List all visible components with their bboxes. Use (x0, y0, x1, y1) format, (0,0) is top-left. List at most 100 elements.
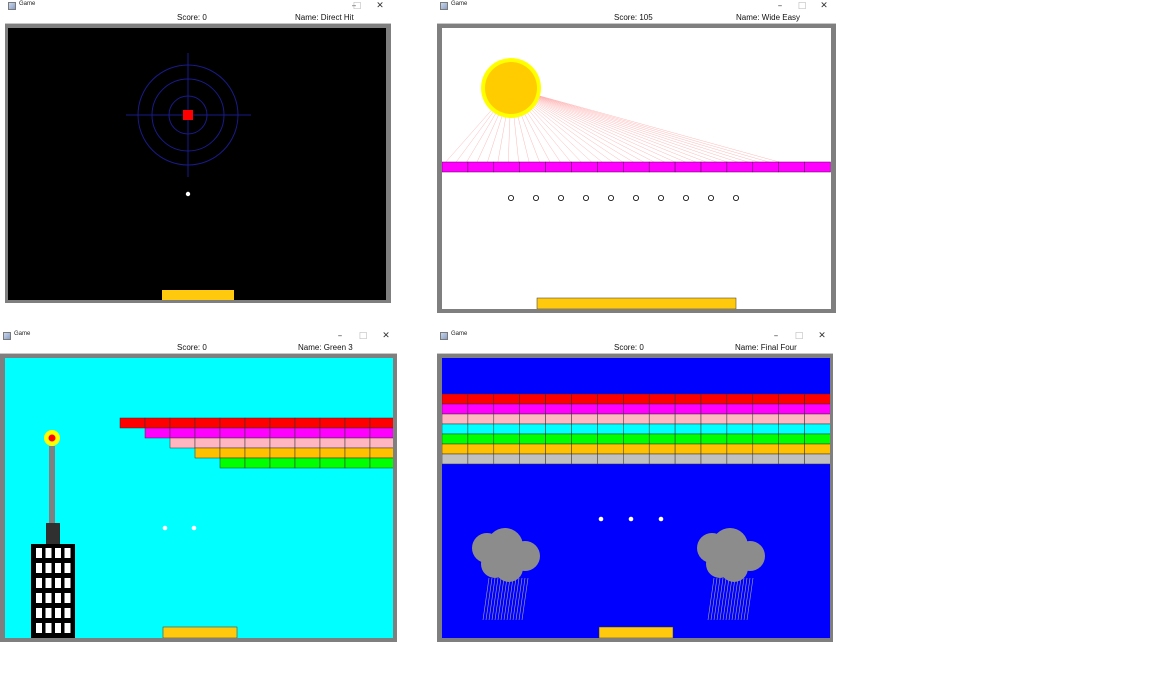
brick (648, 453, 676, 465)
brick (804, 403, 830, 415)
brick (442, 393, 469, 405)
brick (623, 393, 650, 405)
paddle[interactable] (162, 626, 238, 638)
brick (597, 403, 624, 415)
brick (623, 453, 650, 465)
brick (294, 447, 321, 459)
brick (369, 427, 393, 439)
game-canvas[interactable] (8, 28, 386, 300)
close-icon[interactable]: ✕ (820, 1, 828, 11)
close-icon[interactable]: ✕ (818, 331, 826, 341)
brick (778, 433, 805, 445)
score-label: Score: 0 (177, 13, 207, 22)
building-window (45, 608, 52, 618)
sun-ray (510, 87, 733, 165)
brick (674, 403, 702, 415)
brick (674, 443, 702, 455)
brick (194, 417, 221, 429)
brick (778, 453, 805, 465)
brick (493, 403, 520, 415)
java-app-icon (440, 2, 448, 10)
game-window-wide-easy: Game – □ ✕ Score: 105 Name: Wide Easy (437, 0, 836, 313)
brick (219, 457, 246, 469)
brick (344, 437, 371, 449)
brick (545, 413, 572, 425)
ball (657, 194, 664, 201)
brick (804, 453, 830, 465)
minimize-icon[interactable]: – (337, 331, 343, 341)
brick (597, 443, 624, 455)
paddle[interactable] (598, 626, 674, 638)
raindrop (506, 577, 514, 621)
ball (732, 194, 739, 201)
brick (752, 443, 779, 455)
paddle[interactable] (536, 297, 737, 309)
score-label: Score: 105 (614, 13, 653, 22)
rain-cloud-icon (472, 528, 540, 621)
title-bar[interactable]: Game – □ ✕ (437, 0, 836, 13)
brick-row-magenta (442, 161, 831, 173)
game-canvas[interactable] (442, 28, 831, 309)
game-canvas[interactable] (442, 358, 830, 638)
title-bar[interactable]: Game – □ ✕ (0, 330, 397, 343)
game-frame (437, 24, 836, 313)
brick (219, 447, 246, 459)
building (31, 544, 75, 638)
brick (219, 437, 246, 449)
game-frame (437, 354, 833, 642)
minimize-icon[interactable]: – (777, 1, 783, 11)
target-icon (126, 53, 251, 177)
building-window (36, 608, 42, 618)
building-window (55, 623, 61, 633)
building-window (45, 578, 52, 588)
sun-icon (485, 62, 537, 114)
close-icon[interactable]: ✕ (382, 331, 390, 341)
brick (194, 437, 221, 449)
brick (269, 427, 296, 439)
brick (169, 437, 196, 449)
brick (493, 161, 520, 173)
raindrop (731, 577, 739, 621)
brick (778, 443, 805, 455)
status-bar: Score: 0 Name: Direct Hit (5, 13, 391, 24)
brick (369, 437, 393, 449)
brick (467, 413, 495, 425)
brick (674, 433, 702, 445)
brick (778, 403, 805, 415)
brick (294, 427, 321, 439)
paddle[interactable] (162, 290, 234, 300)
brick (700, 403, 728, 415)
brick (674, 393, 702, 405)
brick (244, 427, 271, 439)
brick (571, 443, 598, 455)
brick (244, 457, 271, 469)
java-app-icon (3, 332, 11, 340)
maximize-icon[interactable]: □ (358, 331, 368, 341)
raindrop (512, 577, 520, 621)
title-bar[interactable]: Game – □ ✕ (437, 330, 833, 343)
maximize-icon[interactable]: □ (794, 331, 804, 341)
game-window-green-3: Game – □ ✕ Score: 0 Name: Green 3 (0, 330, 397, 642)
brick (467, 423, 495, 435)
status-bar: Score: 0 Name: Final Four (437, 343, 833, 354)
maximize-icon[interactable]: □ (352, 1, 362, 11)
brick (726, 443, 754, 455)
brick (144, 417, 171, 429)
building-windows (36, 548, 71, 633)
brick (269, 437, 296, 449)
brick (623, 443, 650, 455)
brick (493, 393, 520, 405)
minimize-icon[interactable]: – (773, 331, 779, 341)
minimize-icon[interactable]: – (351, 1, 357, 11)
brick (545, 161, 572, 173)
raindrop (743, 577, 751, 621)
maximize-icon[interactable]: □ (797, 1, 807, 11)
ball (707, 194, 714, 201)
title-bar[interactable]: Game – □ ✕ (5, 0, 391, 13)
brick (648, 443, 676, 455)
raindrop (503, 577, 511, 621)
brick (700, 423, 728, 435)
building-window (36, 593, 42, 603)
close-icon[interactable]: ✕ (376, 1, 384, 11)
game-canvas[interactable] (5, 358, 393, 638)
